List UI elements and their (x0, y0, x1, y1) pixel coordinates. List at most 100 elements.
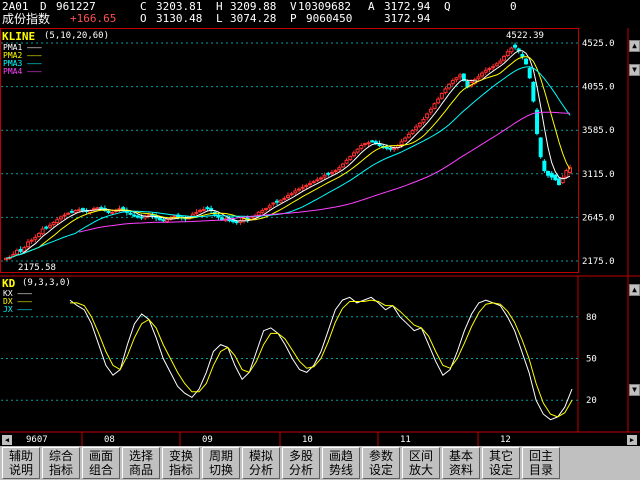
ma-line-pma1 (5, 50, 571, 259)
candle-body (366, 142, 371, 145)
toolbar-button-line2: 指标 (168, 463, 193, 477)
candle-body (461, 73, 466, 82)
candle-body (315, 179, 320, 182)
candle-body (417, 122, 422, 127)
toolbar-button-7[interactable]: 多股 分析 (282, 447, 320, 479)
p-prefix: P (290, 12, 297, 25)
q-value: 0 (510, 0, 517, 13)
toolbar-button-line2: 指标 (48, 463, 73, 477)
candle-body (25, 241, 30, 248)
candle-body (560, 177, 565, 184)
candle-body (322, 174, 327, 178)
candle-body (286, 195, 290, 198)
candle-body (201, 209, 206, 212)
candle-body (289, 193, 294, 196)
candle-body (190, 213, 195, 217)
low-label: 2175.58 (18, 263, 56, 273)
toolbar-button-3[interactable]: 选择 商品 (122, 447, 160, 479)
toolbar-button-1[interactable]: 综合 指标 (42, 447, 80, 479)
peak-label: 4522.39 (506, 31, 544, 41)
scroll-up-button-top[interactable]: ▲ (629, 40, 640, 52)
candle-body (337, 167, 342, 171)
scroll-left-button[interactable]: ◀ (2, 435, 12, 445)
candle-body (392, 147, 397, 150)
candle-body (300, 186, 305, 189)
candle-body (531, 81, 536, 102)
month-label: 11 (400, 435, 411, 445)
toolbar-button-line2: 组合 (88, 463, 113, 477)
candle-body (549, 172, 554, 178)
toolbar-button-line2: 势线 (328, 463, 353, 477)
candle-body (44, 226, 49, 229)
scroll-right-button[interactable]: ▶ (627, 435, 637, 445)
candle-body (553, 174, 558, 181)
candle-body (77, 209, 82, 212)
kd-y-tick-label: 20 (586, 396, 597, 406)
candle-body (458, 74, 463, 78)
last-value: 3172.94 (384, 12, 431, 25)
toolbar-button-12[interactable]: 其它 设定 (482, 447, 520, 479)
close-value: 3203.81 (156, 0, 203, 13)
candle-body (362, 143, 367, 146)
candle-body (370, 140, 375, 143)
scroll-down-button-top[interactable]: ▼ (629, 64, 640, 76)
candle-body (307, 183, 312, 186)
chart-area[interactable]: 4525.0 4055.0 3585.0 3115.0 2645.0 2175.0 80 50… (0, 28, 640, 446)
kd-legend-item: JX ——— (3, 305, 32, 314)
candle-body (33, 236, 38, 240)
candle-body (267, 205, 272, 209)
candle-body (542, 160, 547, 172)
ma-line-pma4 (79, 111, 571, 233)
candle-body (535, 109, 540, 134)
candle-body (73, 209, 78, 213)
candle-body (234, 221, 239, 224)
toolbar-button-line1: 周期 (208, 449, 233, 463)
toolbar-button-5[interactable]: 周期 切换 (202, 447, 240, 479)
candle-body (557, 178, 562, 185)
ma-legend-item: PMA2 ——— (3, 51, 42, 60)
toolbar-button-4[interactable]: 变换 指标 (162, 447, 200, 479)
candle-body (139, 216, 144, 219)
candle-body (425, 113, 430, 119)
candle-body (29, 239, 34, 242)
toolbar-button-10[interactable]: 区间 放大 (402, 447, 440, 479)
candle-body (487, 67, 492, 70)
toolbar-button-6[interactable]: 模拟 分析 (242, 447, 280, 479)
candle-body (304, 184, 309, 187)
candle-body (110, 211, 115, 214)
candle-body (80, 208, 85, 211)
ma-legend-item: PMA1 ——— (3, 43, 42, 52)
candle-body (527, 67, 532, 79)
candle-body (502, 55, 507, 61)
ma-legend: PMA1 ——— PMA2 ——— PMA3 ——— PMA4 ——— (3, 44, 42, 76)
toolbar-button-line1: 模拟 (248, 449, 273, 463)
candle-body (318, 177, 323, 180)
toolbar-button-line2: 资料 (448, 463, 473, 477)
kd-line-kx (69, 296, 573, 421)
toolbar-button-8[interactable]: 画趋 势线 (322, 447, 360, 479)
function-toolbar: 辅助 说明 综合 指标 画面 组合 选择 商品 变换 指标 周期 切换 模拟 分析 多股 分析 画趋 势线 参数 设定… (0, 446, 640, 480)
toolbar-button-9[interactable]: 参数 设定 (362, 447, 400, 479)
month-label: 9607 (26, 435, 48, 445)
scroll-down-button-bottom[interactable]: ▼ (629, 384, 640, 396)
toolbar-button-13[interactable]: 回主 目录 (522, 447, 560, 479)
candle-body (62, 214, 67, 217)
toolbar-button-line2: 放大 (408, 463, 433, 477)
candle-body (538, 137, 543, 158)
candle-body (355, 148, 360, 153)
candle-body (66, 212, 71, 215)
candle-body (264, 208, 269, 211)
candle-body (447, 83, 452, 89)
candle-body (198, 209, 203, 212)
kd-line-dx (70, 299, 573, 418)
toolbar-button-11[interactable]: 基本 资料 (442, 447, 480, 479)
candle-body (256, 211, 261, 216)
toolbar-button-line1: 综合 (48, 449, 73, 463)
candle-body (275, 200, 280, 203)
candle-body (340, 163, 345, 168)
scroll-up-button-bottom[interactable]: ▲ (629, 284, 640, 296)
toolbar-button-2[interactable]: 画面 组合 (82, 447, 120, 479)
candle-body (333, 170, 338, 173)
month-label: 08 (104, 435, 115, 445)
toolbar-button-0[interactable]: 辅助 说明 (2, 447, 40, 479)
